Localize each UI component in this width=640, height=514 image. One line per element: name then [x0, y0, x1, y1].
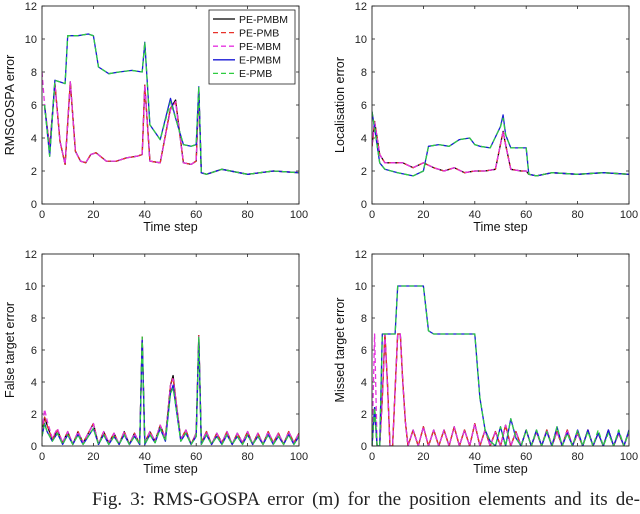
x-tick-label: 0 [39, 451, 45, 463]
x-tick-label: 0 [369, 451, 375, 463]
y-tick-label: 2 [31, 166, 37, 178]
x-tick-label: 60 [190, 451, 202, 463]
y-axis-label: False target error [3, 302, 17, 398]
plot-frame [371, 5, 630, 205]
series-line-e-pmb [372, 285, 629, 446]
x-tick-label: 80 [241, 451, 253, 463]
y-tick-label: 6 [361, 345, 367, 357]
x-tick-label: 0 [39, 209, 45, 221]
y-tick-label: 12 [355, 249, 367, 261]
chart-panel-3: 0 20 40 60 80 100 0 2 4 6 8 10 12 Time step False targ… [3, 249, 308, 476]
y-tick-label: 8 [361, 313, 367, 325]
x-tick-label: 100 [620, 209, 638, 221]
legend-label: PE-PMBM [239, 14, 288, 26]
y-tick-label: 4 [361, 133, 367, 145]
series-line-pe-pmbm [372, 120, 629, 177]
y-tick-label: 2 [361, 166, 367, 178]
series-group [372, 285, 629, 446]
x-tick-label: 100 [620, 451, 638, 463]
x-tick-label: 40 [139, 209, 151, 221]
series-line-e-pmbm [372, 285, 629, 446]
x-tick-label: 40 [139, 451, 151, 463]
y-tick-label: 6 [31, 345, 37, 357]
x-axis-label: Time step [473, 462, 527, 476]
series-group [42, 33, 299, 175]
series-line-pe-mbm [372, 120, 629, 177]
y-tick-label: 0 [361, 441, 367, 453]
y-tick-label: 8 [31, 67, 37, 79]
series-line-e-pmb [42, 336, 299, 446]
series-line-e-pmb [43, 33, 299, 175]
x-tick-label: 40 [469, 209, 481, 221]
y-tick-label: 6 [361, 100, 367, 112]
x-axis-label: Time step [143, 220, 197, 234]
series-line-pe-pmb [42, 334, 299, 446]
x-tick-label: 0 [369, 209, 375, 221]
y-tick-label: 12 [25, 1, 37, 13]
x-tick-label: 60 [190, 209, 202, 221]
chart-panel-2: 0 20 40 60 80 100 0 2 4 6 8 10 12 Time step Localisati… [333, 1, 638, 234]
legend-label: PE-MBM [239, 41, 281, 53]
series-line-pe-pmb [43, 81, 299, 175]
y-tick-label: 8 [31, 313, 37, 325]
x-axis-label: Time step [143, 462, 197, 476]
y-tick-label: 0 [361, 199, 367, 211]
series-line-pe-mbm [42, 334, 299, 446]
series-line-pe-pmb [372, 120, 629, 177]
series-line-e-pmbm [42, 338, 299, 446]
y-tick-label: 10 [25, 34, 37, 46]
x-tick-label: 60 [520, 209, 532, 221]
series-group [372, 111, 629, 177]
x-tick-label: 100 [290, 451, 308, 463]
legend-label: E-PMBM [239, 55, 281, 67]
legend-box [208, 9, 296, 85]
x-tick-label: 20 [417, 209, 429, 221]
y-tick-label: 0 [31, 199, 37, 211]
y-axis-label: RMSGOSPA error [3, 55, 17, 155]
chart-panel-1: 0 20 40 60 80 100 0 2 4 6 8 10 12 Time step RMSGOSPA e… [3, 1, 308, 234]
x-axis-label: Time step [473, 220, 527, 234]
x-tick-label: 100 [290, 209, 308, 221]
chart-panel-4: 0 20 40 60 80 100 0 2 4 6 8 10 12 Time step Missed tar… [333, 249, 638, 476]
x-tick-label: 20 [87, 451, 99, 463]
legend-label: E-PMB [239, 68, 272, 80]
y-tick-label: 4 [361, 377, 367, 389]
y-tick-label: 12 [355, 1, 367, 13]
x-tick-label: 80 [571, 451, 583, 463]
y-tick-label: 4 [31, 133, 37, 145]
y-tick-label: 0 [31, 441, 37, 453]
y-tick-label: 10 [355, 281, 367, 293]
y-tick-label: 10 [355, 34, 367, 46]
y-tick-label: 2 [361, 409, 367, 421]
y-tick-label: 12 [25, 249, 37, 261]
x-tick-label: 20 [87, 209, 99, 221]
y-axis-label: Missed target error [333, 298, 347, 403]
series-line-e-pmbm [372, 111, 629, 177]
x-tick-label: 20 [417, 451, 429, 463]
y-axis-label: Localisation error [333, 57, 347, 153]
x-tick-label: 60 [520, 451, 532, 463]
x-tick-label: 80 [571, 209, 583, 221]
y-tick-label: 6 [31, 100, 37, 112]
series-line-pe-pmbm [43, 81, 299, 175]
x-tick-label: 80 [241, 209, 253, 221]
plot-frame [41, 5, 300, 205]
y-tick-label: 2 [31, 409, 37, 421]
series-group [42, 334, 299, 446]
series-line-pe-mbm [42, 71, 299, 175]
plot-frame [41, 253, 300, 447]
x-tick-label: 40 [469, 451, 481, 463]
y-tick-label: 4 [31, 377, 37, 389]
y-tick-label: 10 [25, 281, 37, 293]
plot-frame [371, 253, 630, 447]
figure-caption: Fig. 3: RMS-GOSPA error (m) for the posi… [92, 489, 640, 510]
legend-label: PE-PMB [239, 27, 279, 39]
y-tick-label: 8 [361, 67, 367, 79]
